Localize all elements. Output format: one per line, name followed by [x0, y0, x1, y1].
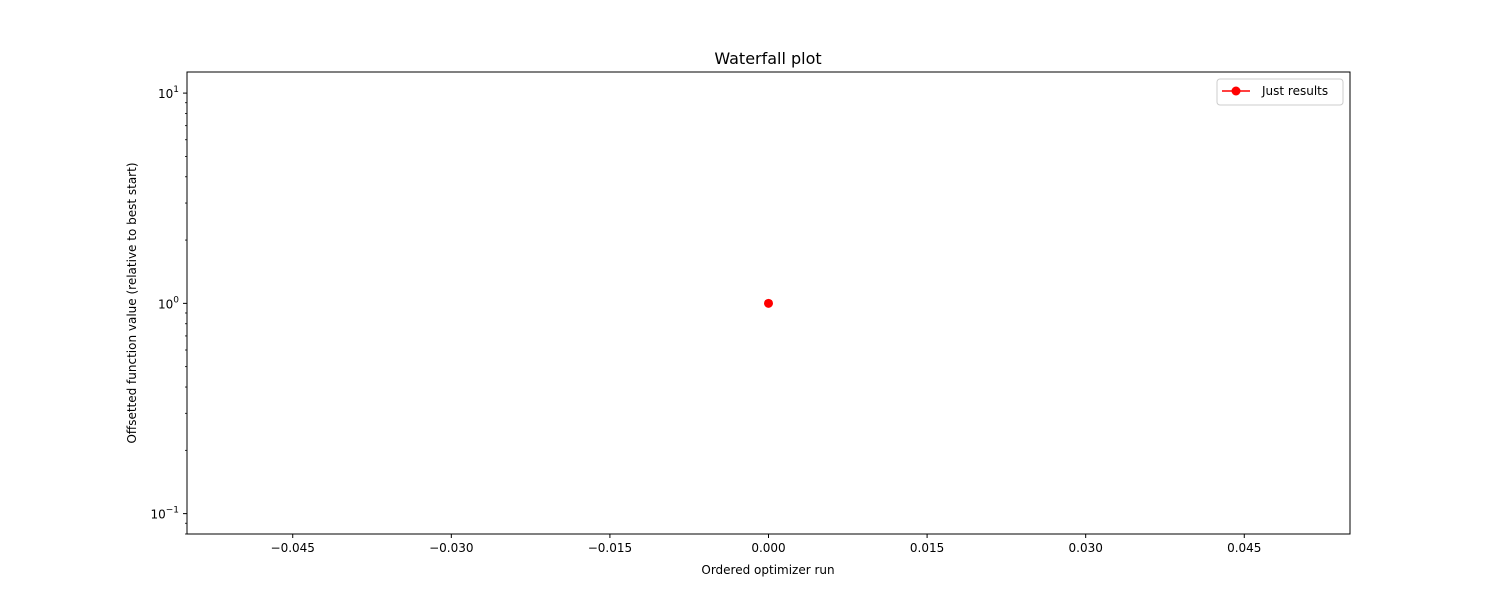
plot-area-frame [186, 71, 1351, 535]
legend-marker-just-results [1231, 86, 1241, 96]
x-tick-label: −0.015 [588, 541, 632, 555]
x-tick-label: 0.045 [1227, 541, 1261, 555]
chart-title: Waterfall plot [714, 49, 821, 68]
y-tick-base: 10 [158, 87, 173, 101]
y-tick-base: 10 [158, 297, 173, 311]
y-tick-label: 10−1 [150, 506, 179, 522]
legend-label-just-results: Just results [1261, 84, 1328, 98]
legend: Just results [1216, 78, 1344, 106]
y-tick-base: 10 [150, 508, 165, 522]
x-axis-ticks: −0.045 −0.030 −0.015 0.000 0.015 0.030 0.045 [271, 534, 1261, 555]
x-tick-label: 0.015 [910, 541, 944, 555]
x-tick-label: −0.045 [271, 541, 315, 555]
legend-box [1216, 78, 1344, 106]
y-tick-exponent: 1 [173, 85, 179, 95]
data-point [764, 298, 773, 308]
y-tick-label: 101 [158, 85, 179, 101]
y-axis-label: Offsetted function value (relative to be… [125, 162, 139, 443]
x-axis-label: Ordered optimizer run [701, 563, 834, 577]
y-tick-label: 100 [158, 295, 179, 311]
x-tick-label: 0.000 [751, 541, 785, 555]
y-tick-exponent: −1 [166, 506, 179, 516]
x-tick-label: 0.030 [1069, 541, 1103, 555]
series-layer [764, 298, 773, 308]
y-tick-exponent: 0 [173, 295, 179, 305]
x-tick-label: −0.030 [429, 541, 473, 555]
